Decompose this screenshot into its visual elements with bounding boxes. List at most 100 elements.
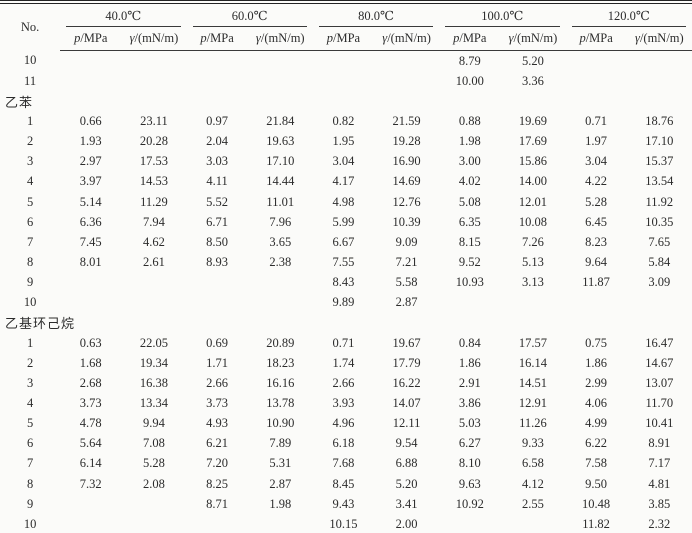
data-cell xyxy=(187,51,248,72)
data-cell: 20.28 xyxy=(139,134,168,149)
data-cell: 6.36 xyxy=(79,214,102,229)
data-cell: 12.11 xyxy=(392,416,421,431)
data-cell: 19.34 xyxy=(139,355,168,370)
data-cell: 16.16 xyxy=(266,375,295,390)
data-cell: 2.38 xyxy=(269,254,292,269)
table-row: 3 2.68 16.38 2.66 16.16 2.66 16.22 2.91 14.51 2.9… xyxy=(0,373,692,393)
data-cell: 1.71 xyxy=(206,355,229,370)
section-label: 乙苯 xyxy=(5,94,34,110)
data-cell: 3.04 xyxy=(585,154,608,169)
table-row: 10 8.79 5.20 xyxy=(0,51,692,72)
data-cell: 15.86 xyxy=(518,154,547,169)
data-cell: 17.10 xyxy=(266,154,295,169)
data-cell: 11.26 xyxy=(519,416,547,431)
data-cell xyxy=(566,71,627,91)
data-cell: 4.17 xyxy=(332,174,355,189)
temp-label: 40.0℃ xyxy=(105,8,142,23)
data-cell: 14.07 xyxy=(392,395,421,410)
temp-header-120c: 120.0℃ xyxy=(566,2,692,27)
data-cell: 4.81 xyxy=(648,476,671,491)
data-cell: 9.89 xyxy=(332,295,355,310)
data-cell: 12.01 xyxy=(518,194,547,209)
data-cell: 6.18 xyxy=(332,436,355,451)
temperature-header-row: No. 40.0℃ 60.0℃ 80.0℃ 100.0℃ 120.0℃ xyxy=(0,2,692,34)
table-row: 11 10.00 3.36 xyxy=(0,71,692,91)
temp-label: 100.0℃ xyxy=(481,8,524,23)
row-number: 9 xyxy=(26,275,34,290)
data-cell: 13.07 xyxy=(645,375,674,390)
data-cell xyxy=(121,494,186,514)
data-cell xyxy=(627,293,692,313)
temp-header-80c: 80.0℃ xyxy=(313,2,439,27)
data-cell: 16.14 xyxy=(518,355,547,370)
data-cell: 0.71 xyxy=(332,335,355,350)
data-cell xyxy=(187,514,248,533)
data-cell: 16.47 xyxy=(645,335,674,350)
table-row: 1 0.66 23.11 0.97 21.84 0.82 21.59 0.88 19.69 0.7… xyxy=(0,111,692,131)
data-cell: 1.93 xyxy=(79,134,102,149)
row-number: 6 xyxy=(26,436,34,451)
data-cell xyxy=(248,71,313,91)
data-cell: 2.66 xyxy=(206,375,229,390)
data-cell: 21.59 xyxy=(392,113,421,128)
data-cell: 7.58 xyxy=(585,456,608,471)
data-cell: 2.97 xyxy=(79,154,102,169)
data-cell: 9.52 xyxy=(458,254,481,269)
data-cell: 4.02 xyxy=(458,174,481,189)
data-cell: 7.17 xyxy=(648,456,671,471)
temp-label: 120.0℃ xyxy=(607,8,650,23)
data-cell: 11.87 xyxy=(582,275,610,290)
data-cell: 5.52 xyxy=(206,194,229,209)
data-cell: 14.44 xyxy=(266,174,295,189)
subheader-row: p/MPa γ/(mN/m) p/MPa γ/(mN/m) p/MPa γ/(m… xyxy=(0,27,692,51)
data-cell xyxy=(248,51,313,72)
data-cell: 2.99 xyxy=(585,375,608,390)
row-number: 10 xyxy=(23,53,37,68)
data-cell: 5.13 xyxy=(522,254,544,269)
data-cell: 17.69 xyxy=(518,134,547,149)
data-cell: 3.03 xyxy=(206,154,229,169)
row-number: 1 xyxy=(26,113,34,128)
data-cell: 14.53 xyxy=(139,174,168,189)
data-cell xyxy=(121,273,186,293)
table-row: 8 8.01 2.61 8.93 2.38 7.55 7.21 9.52 5.13 9.64 5.8… xyxy=(0,252,692,272)
row-number: 1 xyxy=(26,335,34,350)
data-cell: 10.08 xyxy=(518,214,547,229)
data-cell: 0.84 xyxy=(458,335,481,350)
row-number: 7 xyxy=(26,234,34,249)
data-cell: 0.66 xyxy=(79,113,102,128)
section-row: 乙基环己烷 xyxy=(0,313,692,333)
temp-header-100c: 100.0℃ xyxy=(439,2,565,27)
row-number: 4 xyxy=(26,174,34,189)
col-header-tension-120c: γ/(mN/m) xyxy=(626,27,692,51)
data-cell: 4.22 xyxy=(585,174,608,189)
data-cell: 7.68 xyxy=(332,456,355,471)
data-cell: 21.84 xyxy=(266,113,295,128)
data-cell: 0.71 xyxy=(585,113,608,128)
col-header-pressure-40c: p/MPa xyxy=(60,27,122,51)
data-cell: 3.09 xyxy=(648,275,671,290)
data-cell: 2.66 xyxy=(332,375,355,390)
data-cell: 11.82 xyxy=(582,516,610,531)
data-cell xyxy=(60,494,121,514)
data-cell: 8.91 xyxy=(648,436,671,451)
col-header-no: No. xyxy=(20,19,40,34)
row-number: 11 xyxy=(24,73,37,88)
data-cell: 12.76 xyxy=(392,194,421,209)
table-row: 2 1.68 19.34 1.71 18.23 1.74 17.79 1.86 16.14 1.8… xyxy=(0,353,692,373)
data-cell xyxy=(627,51,692,72)
data-cell: 10.39 xyxy=(392,214,421,229)
col-header-tension-40c: γ/(mN/m) xyxy=(121,27,187,51)
table-row: 3 2.97 17.53 3.03 17.10 3.04 16.90 3.00 15.86 3.0… xyxy=(0,152,692,172)
row-number: 5 xyxy=(26,416,34,431)
data-cell: 5.14 xyxy=(79,194,102,209)
col-header-tension-100c: γ/(mN/m) xyxy=(500,27,566,51)
data-cell: 5.08 xyxy=(458,194,481,209)
data-cell: 9.64 xyxy=(585,254,608,269)
col-header-tension-60c: γ/(mN/m) xyxy=(247,27,313,51)
temp-header-40c: 40.0℃ xyxy=(60,2,186,27)
row-number: 3 xyxy=(26,375,34,390)
data-cell: 12.91 xyxy=(518,395,547,410)
data-cell: 5.28 xyxy=(142,456,165,471)
